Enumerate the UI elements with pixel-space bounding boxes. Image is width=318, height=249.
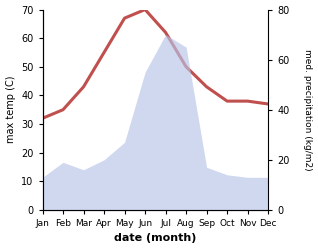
Y-axis label: med. precipitation (kg/m2): med. precipitation (kg/m2) bbox=[303, 49, 313, 171]
X-axis label: date (month): date (month) bbox=[114, 234, 197, 244]
Y-axis label: max temp (C): max temp (C) bbox=[5, 76, 16, 143]
